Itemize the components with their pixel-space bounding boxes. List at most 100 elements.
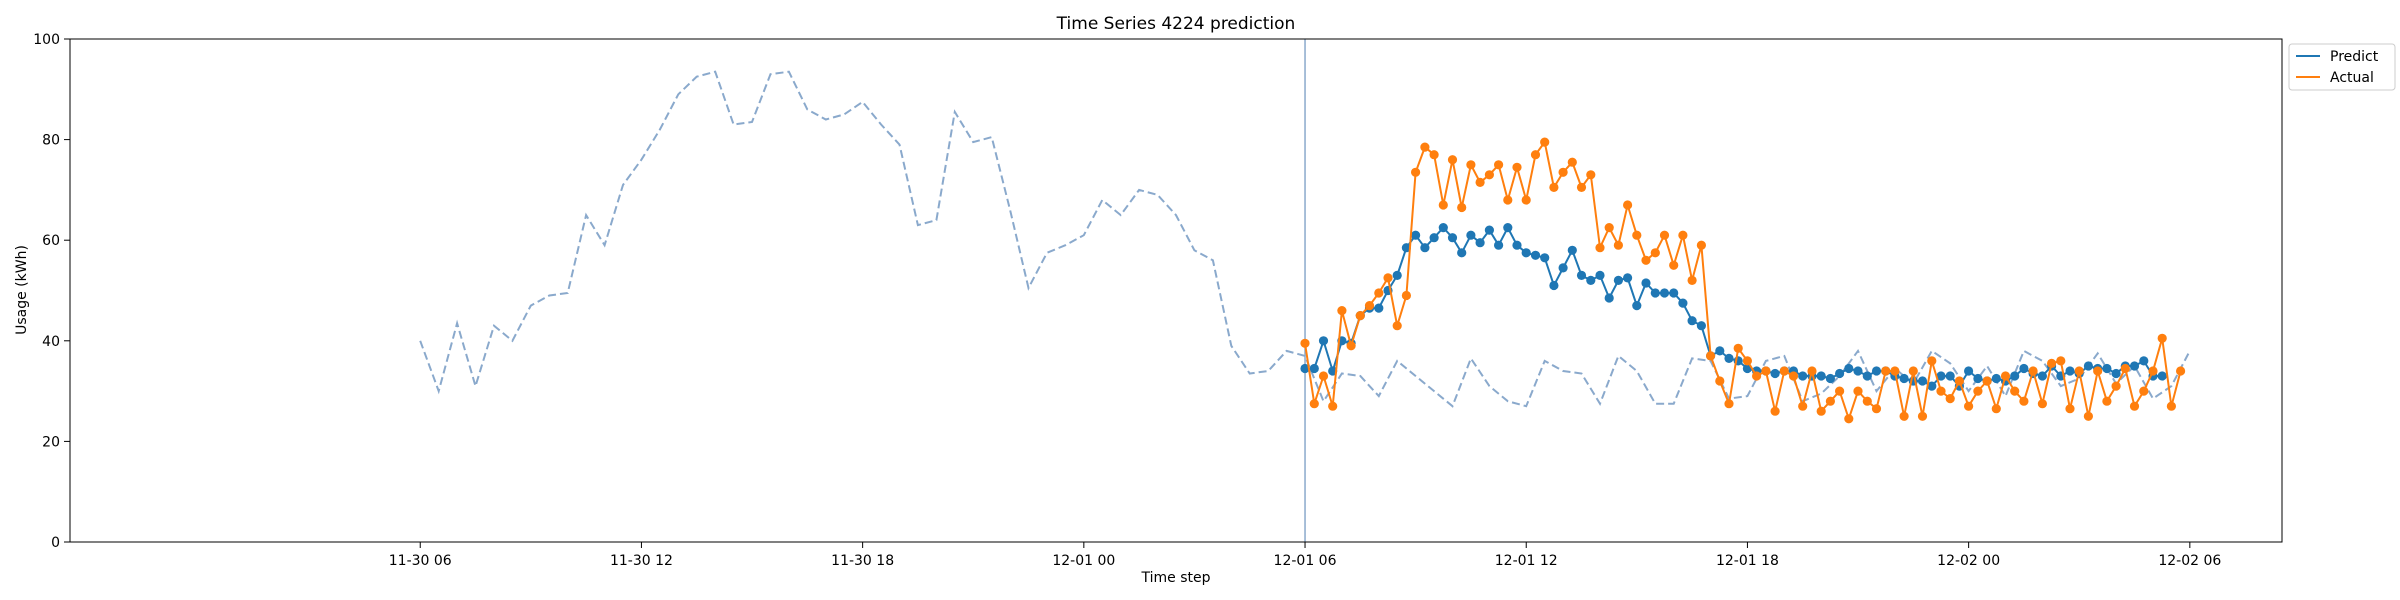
data-point-predict <box>1899 373 1909 384</box>
legend-label-actual: Actual <box>2330 70 2374 86</box>
data-point-actual <box>2083 411 2093 421</box>
data-point-actual <box>1798 401 1808 411</box>
data-point-predict <box>1540 253 1550 263</box>
x-tick-label: 11-30 12 <box>610 553 673 569</box>
data-point-actual <box>1687 275 1697 285</box>
x-tick-label: 12-01 12 <box>1495 553 1558 569</box>
data-point-actual <box>1982 376 1992 386</box>
data-point-actual <box>1779 366 1789 376</box>
data-point-actual <box>1853 386 1863 396</box>
data-point-predict <box>1964 366 1974 376</box>
data-point-actual <box>1364 301 1375 311</box>
data-point-actual <box>1623 200 1633 210</box>
data-point-actual <box>2129 401 2140 411</box>
data-point-actual <box>1512 162 1522 172</box>
data-point-actual <box>1715 376 1725 386</box>
data-point-predict <box>1586 275 1596 285</box>
data-point-predict <box>1429 233 1439 243</box>
x-tick-label: 12-02 06 <box>2158 553 2221 569</box>
data-point-predict <box>1613 275 1623 285</box>
data-point-actual <box>2111 381 2121 391</box>
data-point-predict <box>1724 353 1734 363</box>
data-point-actual <box>1807 366 1817 376</box>
x-tick-label: 12-01 06 <box>1274 553 1337 569</box>
data-point-actual <box>1494 160 1504 170</box>
data-point-actual <box>1411 167 1421 177</box>
y-tick-label: 80 <box>42 133 60 149</box>
data-point-predict <box>1392 270 1402 280</box>
data-point-predict <box>1715 346 1725 356</box>
plot-frame <box>69 38 2283 543</box>
data-point-predict <box>1917 376 1928 386</box>
x-tick-label: 11-30 18 <box>831 553 894 569</box>
data-point-predict <box>1798 371 1808 381</box>
data-point-actual <box>1890 366 1900 376</box>
data-point-actual <box>2074 366 2084 376</box>
data-point-actual <box>1540 137 1550 147</box>
data-point-actual <box>1328 401 1338 411</box>
y-axis-label: Usage (kWh) <box>14 245 30 335</box>
x-tick-label: 12-02 00 <box>1937 553 2000 569</box>
data-point-predict <box>2111 368 2121 379</box>
data-point-actual <box>2010 386 2020 396</box>
data-point-actual <box>1945 394 1955 404</box>
data-point-predict <box>1844 363 1854 374</box>
data-point-actual <box>2148 366 2158 376</box>
chart-title: Time Series 4224 prediction <box>1056 14 1296 34</box>
data-point-predict <box>1466 230 1476 240</box>
data-point-actual <box>1659 230 1670 240</box>
data-point-actual <box>1825 396 1835 406</box>
data-point-actual <box>1576 182 1587 192</box>
data-point-predict <box>1411 230 1421 240</box>
data-point-predict <box>2083 361 2093 371</box>
data-point-actual <box>1549 182 1559 192</box>
data-point-predict <box>1696 321 1706 331</box>
data-point-actual <box>1466 160 1476 170</box>
data-point-predict <box>1567 245 1577 255</box>
data-point-predict <box>1936 371 1946 381</box>
data-point-actual <box>1586 170 1596 180</box>
data-point-predict <box>1687 316 1697 326</box>
x-axis-label: Time step <box>1141 570 1211 586</box>
data-point-predict <box>1623 273 1633 283</box>
data-point-actual <box>1318 371 1329 381</box>
data-point-predict <box>1659 288 1670 298</box>
data-point-predict <box>2065 366 2075 376</box>
data-point-predict <box>2139 356 2149 366</box>
data-point-actual <box>1669 260 1679 270</box>
data-point-actual <box>1678 230 1688 240</box>
data-point-actual <box>1438 200 1448 210</box>
data-point-actual <box>1484 170 1494 180</box>
data-point-predict <box>1549 280 1559 291</box>
data-point-actual <box>1401 290 1411 301</box>
data-point-actual <box>1742 356 1752 366</box>
data-point-actual <box>1558 167 1568 177</box>
data-point-actual <box>1908 366 1918 376</box>
data-point-predict <box>1576 270 1587 280</box>
data-point-predict <box>1401 243 1411 253</box>
data-point-actual <box>2037 399 2047 409</box>
data-point-predict <box>1374 303 1384 313</box>
data-point-predict <box>1447 233 1458 243</box>
data-point-actual <box>1392 321 1402 331</box>
data-point-actual <box>1383 273 1393 283</box>
data-point-actual <box>2093 366 2103 376</box>
data-point-actual <box>2028 366 2038 376</box>
data-point-predict <box>1632 301 1642 311</box>
data-point-actual <box>1346 341 1356 351</box>
data-point-actual <box>1475 177 1485 187</box>
data-point-predict <box>1862 371 1872 381</box>
data-point-actual <box>1503 195 1513 205</box>
data-point-actual <box>2157 333 2167 343</box>
data-point-actual <box>1927 356 1937 366</box>
data-point-predict <box>2019 363 2029 374</box>
data-point-predict <box>1420 243 1430 253</box>
data-point-actual <box>2019 396 2029 406</box>
data-point-actual <box>1521 195 1531 205</box>
data-point-actual <box>2176 366 2186 376</box>
data-point-actual <box>1788 371 1799 381</box>
data-point-predict <box>2010 371 2020 381</box>
data-point-predict <box>1927 381 1937 391</box>
data-point-actual <box>1706 351 1716 361</box>
